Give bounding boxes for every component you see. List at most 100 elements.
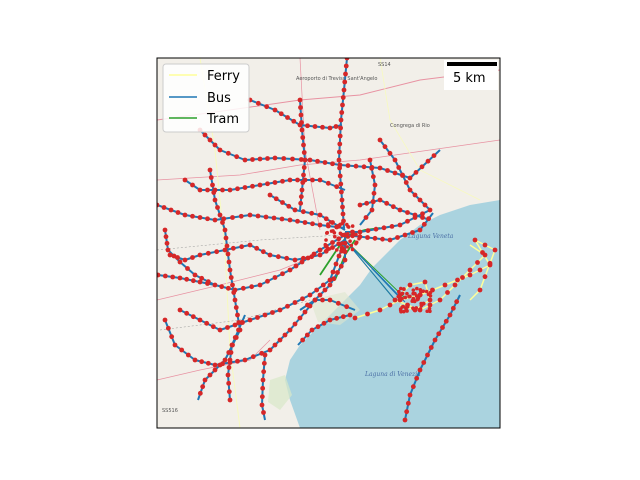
stop-marker xyxy=(361,164,367,170)
stop-marker xyxy=(260,249,266,255)
stop-marker xyxy=(397,289,401,294)
stop-marker xyxy=(425,309,429,314)
stop-marker xyxy=(338,263,344,269)
stop-marker xyxy=(365,311,370,317)
stop-marker xyxy=(190,255,195,260)
stop-marker xyxy=(330,161,335,167)
stop-marker xyxy=(416,297,420,302)
stop-marker xyxy=(205,360,211,366)
stop-marker xyxy=(422,279,428,285)
stop-marker xyxy=(162,227,168,233)
stop-marker xyxy=(302,220,308,225)
stop-marker xyxy=(285,303,290,309)
stop-marker xyxy=(412,212,418,218)
legend-label-tram: Tram xyxy=(206,112,239,127)
stop-marker xyxy=(419,292,423,297)
basemap-label-laguna-venezia: Laguna di Venezia xyxy=(364,371,421,378)
axes-frame xyxy=(156,57,501,429)
stop-marker xyxy=(467,267,473,273)
stop-marker xyxy=(162,317,168,323)
stop-marker xyxy=(405,218,410,224)
stop-marker xyxy=(277,337,283,343)
stop-marker xyxy=(334,184,340,190)
stop-marker xyxy=(414,375,420,381)
stop-marker xyxy=(291,118,297,124)
stop-marker xyxy=(236,327,241,333)
stop-marker xyxy=(217,327,223,333)
stop-marker xyxy=(309,254,315,260)
stop-marker xyxy=(419,164,425,170)
stop-marker xyxy=(397,222,403,228)
stop-marker xyxy=(475,260,480,265)
stop-marker xyxy=(230,245,236,251)
stop-marker xyxy=(427,302,433,308)
stop-marker xyxy=(225,285,231,291)
stop-marker xyxy=(380,236,385,242)
stop-marker xyxy=(222,247,228,253)
stop-marker xyxy=(279,216,285,222)
stop-marker xyxy=(184,276,190,282)
stop-marker xyxy=(260,377,266,383)
stop-marker xyxy=(165,247,171,253)
stop-marker xyxy=(467,272,473,278)
stop-marker xyxy=(323,216,329,222)
stop-marker xyxy=(226,259,232,265)
stop-marker xyxy=(307,292,313,298)
stop-marker xyxy=(352,315,358,321)
stop-marker xyxy=(197,390,203,396)
stop-marker xyxy=(443,318,449,324)
stop-marker xyxy=(220,361,225,367)
stop-marker xyxy=(417,367,423,373)
stop-marker xyxy=(396,165,402,170)
stop-marker xyxy=(387,302,393,308)
stop-marker xyxy=(300,209,306,215)
stop-marker xyxy=(385,168,390,173)
stop-marker xyxy=(210,324,216,330)
stop-marker xyxy=(281,156,287,161)
stop-marker xyxy=(407,175,413,181)
stop-marker xyxy=(357,229,363,235)
stop-marker xyxy=(335,248,339,252)
stop-marker xyxy=(392,157,398,163)
stop-marker xyxy=(301,142,306,148)
stop-marker xyxy=(295,177,300,183)
stop-marker xyxy=(337,162,343,168)
stop-marker xyxy=(177,275,183,281)
stop-marker xyxy=(302,157,308,163)
stop-marker xyxy=(265,156,270,161)
stop-marker xyxy=(197,187,203,193)
stop-marker xyxy=(255,213,261,219)
stop-marker xyxy=(354,241,358,246)
stop-marker xyxy=(402,417,408,423)
stop-marker xyxy=(482,274,488,280)
stop-marker xyxy=(205,216,210,222)
stop-marker xyxy=(305,302,310,308)
stop-marker xyxy=(232,335,238,340)
stop-marker xyxy=(335,300,341,306)
stop-marker xyxy=(427,207,433,213)
stop-marker xyxy=(436,331,442,337)
stop-marker xyxy=(220,220,225,225)
stop-marker xyxy=(390,204,396,210)
stop-marker xyxy=(227,397,233,403)
stop-marker xyxy=(197,252,203,258)
map-area[interactable]: Aeroporto di Treviso Sant'Angelo Congreg… xyxy=(155,56,500,428)
stop-marker xyxy=(272,275,278,280)
stop-marker xyxy=(310,177,315,183)
stop-marker xyxy=(415,286,419,291)
stop-marker xyxy=(450,305,456,311)
stop-marker xyxy=(277,307,283,313)
stop-marker xyxy=(239,244,245,250)
stop-marker xyxy=(487,260,493,266)
stop-marker xyxy=(353,163,359,169)
stop-marker xyxy=(327,317,333,323)
stop-marker xyxy=(190,278,196,284)
stop-marker xyxy=(420,302,424,307)
stop-marker xyxy=(286,203,292,209)
stop-marker xyxy=(299,187,305,193)
stop-marker xyxy=(339,249,344,254)
stop-marker xyxy=(428,345,434,350)
stop-marker xyxy=(317,247,323,253)
stop-marker xyxy=(301,150,307,155)
stop-marker xyxy=(222,227,228,233)
